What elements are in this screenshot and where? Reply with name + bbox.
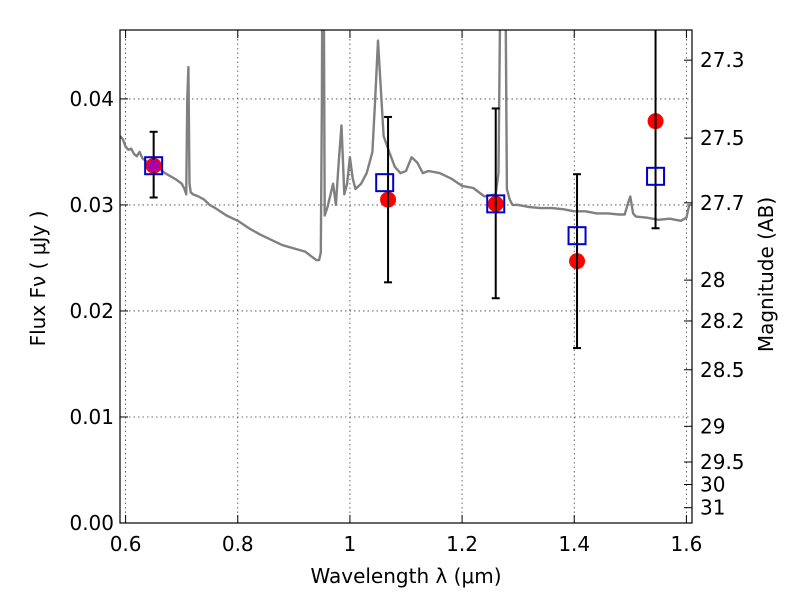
y2-tick-label: 31 xyxy=(700,496,725,520)
plot-area xyxy=(120,30,692,350)
x-tick-label: 1.6 xyxy=(670,532,702,556)
y-axis-label: Flux Fν ( μJy ) xyxy=(26,211,50,347)
y2-tick-label: 29.5 xyxy=(700,450,745,474)
y2-tick-label: 28.5 xyxy=(700,358,745,382)
x-tick-label: 0.6 xyxy=(110,532,142,556)
y2-tick-label: 28.2 xyxy=(700,309,745,333)
model-box-marker xyxy=(144,156,164,176)
y2-axis-label: Magnitude (AB) xyxy=(754,197,778,352)
y2-tick-label: 27.5 xyxy=(700,126,745,150)
x-tick-label: 1.4 xyxy=(558,532,590,556)
overlap-point xyxy=(147,159,160,172)
grid-lines xyxy=(120,30,692,524)
x-axis-label: Wavelength λ (μm) xyxy=(310,564,501,588)
plot-frame xyxy=(119,29,693,524)
y-tick-label: 0.00 xyxy=(69,511,114,535)
y-tick-label: 0.03 xyxy=(69,193,114,217)
x-tick-label: 1 xyxy=(344,532,357,556)
y-tick-label: 0.01 xyxy=(69,405,114,429)
model-box-marker xyxy=(646,166,666,186)
y2-tick-label: 27.3 xyxy=(700,48,745,72)
axis-ticks: 0.6 0.8 1 1.2 1.4 1.6 0.00 0.01 0.02 0.03 0.04 27.3… xyxy=(69,30,745,556)
y2-tick-label: 27.7 xyxy=(700,191,745,215)
x-tick-label: 1.2 xyxy=(446,532,478,556)
model-box-marker xyxy=(567,226,587,246)
model-box-marker xyxy=(375,173,395,193)
y-tick-label: 0.04 xyxy=(69,87,114,111)
model-spectrum-line xyxy=(120,30,692,262)
y2-tick-label: 29 xyxy=(700,414,725,438)
y2-tick-label: 30 xyxy=(700,473,725,497)
y2-tick-label: 28 xyxy=(700,268,725,292)
x-tick-label: 0.8 xyxy=(222,532,254,556)
model-box-marker xyxy=(486,194,506,214)
y-tick-label: 0.02 xyxy=(69,299,114,323)
